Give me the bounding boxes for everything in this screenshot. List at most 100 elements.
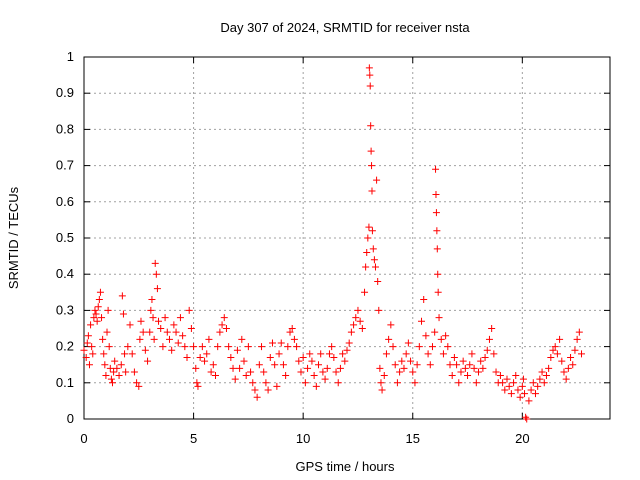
- data-point: [251, 386, 259, 394]
- data-point: [514, 386, 522, 394]
- data-point: [275, 350, 283, 358]
- data-point: [367, 147, 375, 155]
- data-point: [496, 372, 504, 380]
- data-point: [216, 328, 224, 336]
- data-point: [185, 306, 193, 314]
- data-point: [432, 165, 440, 173]
- data-point: [512, 372, 520, 380]
- x-tick-label: 20: [515, 431, 529, 446]
- data-point: [319, 368, 327, 376]
- data-point: [273, 382, 281, 390]
- data-point: [446, 361, 454, 369]
- data-point: [155, 317, 163, 325]
- data-point: [334, 379, 342, 387]
- data-point: [170, 321, 178, 329]
- data-point: [172, 328, 180, 336]
- data-point: [290, 335, 298, 343]
- data-point: [365, 64, 373, 72]
- data-point: [330, 353, 338, 361]
- data-point: [558, 357, 566, 365]
- data-point: [249, 379, 257, 387]
- data-point: [433, 227, 441, 235]
- data-point: [431, 328, 439, 336]
- data-point: [396, 368, 404, 376]
- data-point: [341, 357, 349, 365]
- data-point: [179, 332, 187, 340]
- data-point: [499, 379, 507, 387]
- data-point: [411, 379, 419, 387]
- data-point: [549, 346, 557, 354]
- data-point: [212, 372, 219, 380]
- data-point: [244, 343, 252, 351]
- data-point: [130, 368, 138, 376]
- data-point: [225, 343, 233, 351]
- data-point: [398, 357, 406, 365]
- y-axis-label: SRMTID / TECUs: [6, 186, 21, 289]
- data-point: [538, 368, 546, 376]
- axis-ticks: 00.10.20.30.40.50.60.70.80.910 5 10 15 20: [56, 49, 610, 446]
- y-tick-label: 0.5: [56, 230, 74, 245]
- data-point: [420, 296, 428, 304]
- data-point: [83, 339, 91, 347]
- data-point: [391, 361, 399, 369]
- data-point: [521, 390, 529, 398]
- data-point: [121, 350, 129, 358]
- y-tick-label: 0.4: [56, 266, 74, 281]
- data-point: [146, 328, 154, 336]
- data-point: [477, 357, 485, 365]
- data-point: [556, 335, 564, 343]
- data-point: [439, 350, 447, 358]
- data-point: [470, 364, 478, 372]
- data-point: [358, 325, 366, 332]
- data-point: [389, 343, 397, 351]
- data-point: [323, 364, 331, 372]
- data-point: [218, 321, 226, 329]
- plot-frame: [83, 56, 611, 420]
- data-point: [518, 382, 526, 390]
- data-point: [356, 317, 364, 325]
- data-point: [347, 328, 355, 336]
- data-point: [468, 350, 476, 358]
- data-point: [231, 375, 239, 383]
- data-point: [220, 314, 228, 322]
- data-point: [350, 321, 358, 329]
- data-point: [266, 353, 274, 361]
- data-point: [91, 306, 99, 314]
- data-point: [240, 357, 248, 365]
- data-point: [393, 379, 401, 387]
- data-point: [99, 335, 107, 343]
- data-point: [187, 325, 195, 332]
- data-point: [488, 325, 496, 332]
- data-point: [375, 306, 383, 314]
- data-point: [264, 386, 272, 394]
- data-point: [413, 361, 421, 369]
- data-point: [432, 209, 440, 217]
- data-point: [459, 357, 467, 365]
- data-point: [88, 343, 96, 351]
- data-point: [80, 346, 88, 354]
- data-point: [176, 314, 184, 322]
- data-point: [141, 346, 149, 354]
- data-point: [415, 343, 423, 351]
- data-point: [424, 350, 432, 358]
- data-point: [151, 259, 159, 267]
- data-point: [481, 353, 489, 361]
- data-point: [238, 335, 246, 343]
- data-point: [214, 343, 222, 351]
- data-point: [472, 379, 480, 387]
- data-point: [317, 350, 325, 358]
- grid: [84, 57, 610, 419]
- data-point: [89, 350, 97, 358]
- x-tick-label: 10: [296, 431, 310, 446]
- data-point: [503, 375, 511, 383]
- data-point: [310, 372, 318, 380]
- data-point: [152, 270, 160, 278]
- data-point: [277, 339, 285, 347]
- data-point: [227, 353, 235, 361]
- y-tick-label: 0.7: [56, 158, 74, 173]
- data-point: [402, 350, 410, 358]
- data-point: [364, 234, 372, 242]
- data-point: [453, 361, 461, 369]
- data-point: [247, 368, 255, 376]
- data-point: [236, 364, 244, 372]
